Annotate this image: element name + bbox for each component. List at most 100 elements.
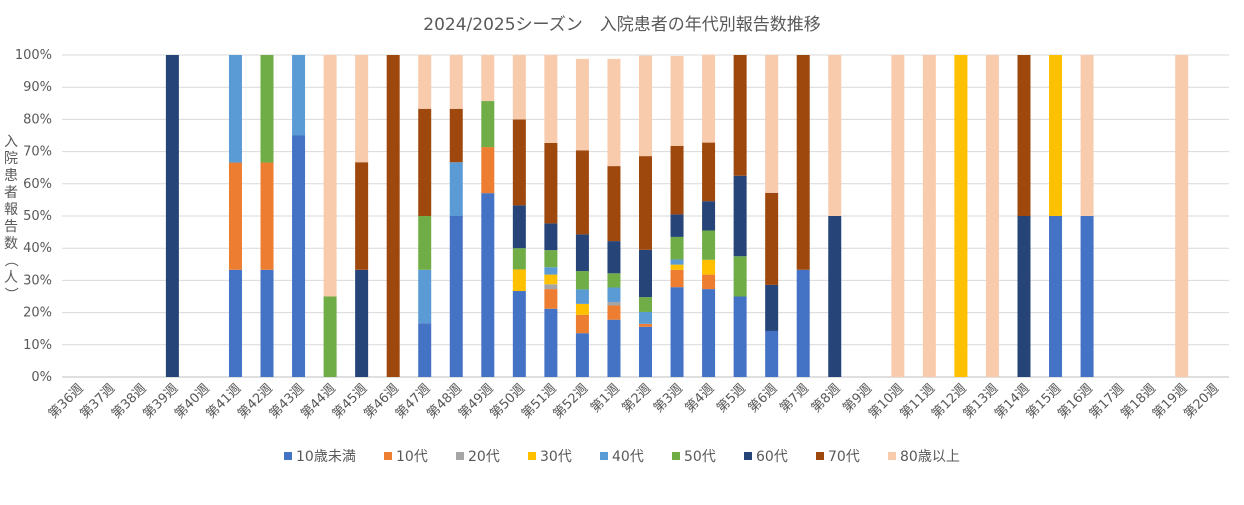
x-tick-label: 第7週 — [777, 381, 812, 416]
bar-segment — [733, 256, 747, 297]
bar-segment — [228, 269, 242, 377]
x-tick-label: 第40週 — [172, 381, 213, 422]
bar-segment — [639, 326, 652, 377]
chart-title: 2024/2025シーズン 入院患者の年代別報告数推移 — [423, 15, 820, 35]
bar-segment — [228, 55, 242, 163]
bar-segment — [449, 216, 463, 377]
y-tick-label: 40% — [23, 241, 52, 256]
bar-segment — [765, 55, 779, 193]
bar-segment — [418, 323, 432, 377]
bar-segment — [512, 205, 526, 249]
x-tick-label: 第20週 — [1181, 381, 1222, 422]
bar-segment — [985, 55, 999, 377]
bar-segment — [796, 55, 810, 270]
bar-segment — [639, 297, 652, 312]
bar-segment — [481, 101, 495, 148]
bar-segment — [796, 269, 810, 377]
bar-segment — [639, 156, 652, 250]
x-tick-label: 第43週 — [267, 381, 308, 422]
bar-segment — [481, 55, 495, 102]
x-tick-label: 第46週 — [361, 381, 402, 422]
legend-label: 40代 — [612, 449, 644, 465]
bar-segment — [733, 55, 747, 176]
bar-segment — [292, 55, 306, 136]
bar-segment — [607, 301, 621, 306]
y-tick-label: 80% — [23, 112, 52, 127]
y-tick-label: 60% — [23, 177, 52, 192]
bar-segment — [544, 289, 558, 309]
bar-segment — [292, 135, 306, 377]
bar-segment — [449, 55, 463, 109]
bar-segment — [702, 289, 716, 377]
bar-segment — [512, 291, 526, 377]
bar-segment — [575, 234, 589, 272]
bar-segment — [544, 308, 558, 377]
y-axis-label-char: 院 — [4, 151, 18, 167]
legend-swatch — [528, 452, 536, 460]
x-axis-tick-labels: 第36週第37週第38週第39週第40週第41週第42週第43週第44週第45週… — [46, 381, 1222, 422]
x-tick-label: 第8週 — [809, 381, 844, 416]
bar-segment — [575, 150, 589, 235]
legend-label: 10歳未満 — [296, 449, 356, 465]
bar-segment — [418, 216, 432, 270]
bar-segment — [260, 269, 274, 377]
x-tick-label: 第10週 — [866, 381, 907, 422]
bar-segment — [702, 274, 716, 290]
x-tick-label: 第36週 — [46, 381, 87, 422]
y-axis-label-char: 者 — [4, 185, 18, 201]
x-tick-label: 第48週 — [424, 381, 465, 422]
bar-segment — [922, 55, 936, 377]
bar-segment — [607, 287, 621, 302]
x-tick-label: 第6週 — [746, 381, 781, 416]
bar-segment — [765, 284, 779, 331]
bar-segment — [544, 250, 558, 268]
bar-segment — [418, 269, 432, 324]
bar-segment — [512, 55, 526, 120]
bars — [165, 54, 1189, 377]
bar-segment — [544, 55, 558, 143]
y-axis-label-char: 患 — [4, 168, 18, 184]
x-tick-label: 第41週 — [204, 381, 245, 422]
legend-label: 10代 — [396, 449, 428, 465]
bar-segment — [670, 269, 684, 288]
x-tick-label: 第44週 — [298, 381, 339, 422]
bar-segment — [512, 269, 526, 292]
x-tick-label: 第45週 — [330, 381, 371, 422]
y-tick-label: 50% — [23, 209, 52, 224]
y-axis-label-char: （ — [2, 253, 18, 267]
bar-segment — [670, 287, 684, 377]
x-tick-label: 第11週 — [898, 381, 939, 422]
x-tick-label: 第38週 — [109, 381, 150, 422]
bar-segment — [639, 55, 652, 157]
bar-segment — [165, 55, 179, 377]
bar-segment — [481, 193, 495, 377]
legend-swatch — [456, 452, 464, 460]
x-tick-label: 第14週 — [992, 381, 1033, 422]
x-tick-label: 第17週 — [1087, 381, 1128, 422]
y-axis-label-char: 数 — [4, 236, 18, 252]
bar-segment — [702, 142, 716, 202]
bar-segment — [1080, 55, 1094, 216]
y-tick-label: 0% — [31, 370, 52, 385]
bar-segment — [670, 145, 684, 215]
bar-segment — [733, 296, 747, 377]
y-tick-label: 70% — [23, 145, 52, 160]
bar-segment — [891, 55, 905, 377]
legend-label: 60代 — [756, 449, 788, 465]
x-tick-label: 第49週 — [456, 381, 497, 422]
y-tick-label: 30% — [23, 273, 52, 288]
x-tick-label: 第16週 — [1055, 381, 1096, 422]
bar-segment — [575, 333, 589, 377]
y-tick-label: 10% — [23, 338, 52, 353]
bar-segment — [260, 55, 274, 163]
x-tick-label: 第42週 — [235, 381, 276, 422]
x-tick-label: 第39週 — [141, 381, 182, 422]
legend-label: 80歳以上 — [900, 449, 960, 465]
x-tick-label: 第2週 — [619, 381, 654, 416]
x-tick-label: 第18週 — [1118, 381, 1159, 422]
x-tick-label: 第13週 — [961, 381, 1002, 422]
bar-segment — [575, 271, 589, 290]
bar-segment — [607, 319, 621, 377]
x-tick-label: 第3週 — [651, 381, 686, 416]
bar-segment — [1080, 216, 1094, 377]
